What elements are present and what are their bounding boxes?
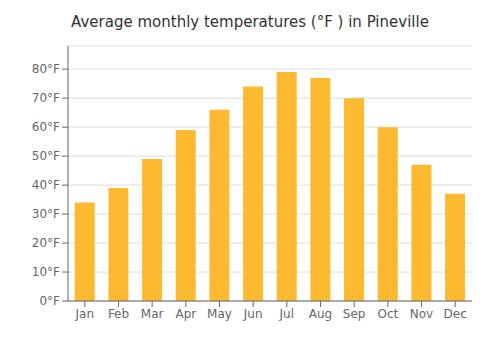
svg-text:Mar: Mar [141,307,164,321]
svg-text:Jun: Jun [243,307,263,321]
svg-text:Oct: Oct [377,307,398,321]
svg-text:30°F: 30°F [32,207,60,221]
svg-text:80°F: 80°F [32,62,60,76]
svg-text:Aug: Aug [309,307,332,321]
svg-text:Jul: Jul [279,307,294,321]
svg-text:0°F: 0°F [39,294,60,308]
svg-text:40°F: 40°F [32,178,60,192]
html-text:Average monthly temperatures (: Average monthly temperatures (°F ) in Pi… [71,13,429,31]
svg-text:Sep: Sep [343,307,366,321]
svg-text:Jan: Jan [75,307,95,321]
svg-text:10°F: 10°F [32,265,60,279]
svg-text:Dec: Dec [444,307,467,321]
svg-text:20°F: 20°F [32,236,60,250]
svg-text:May: May [207,307,232,321]
svg-text:Nov: Nov [410,307,433,321]
svg-text:Apr: Apr [175,307,196,321]
svg-text:Feb: Feb [108,307,129,321]
svg-text:60°F: 60°F [32,120,60,134]
svg-text:70°F: 70°F [32,91,60,105]
svg-text:50°F: 50°F [32,149,60,163]
